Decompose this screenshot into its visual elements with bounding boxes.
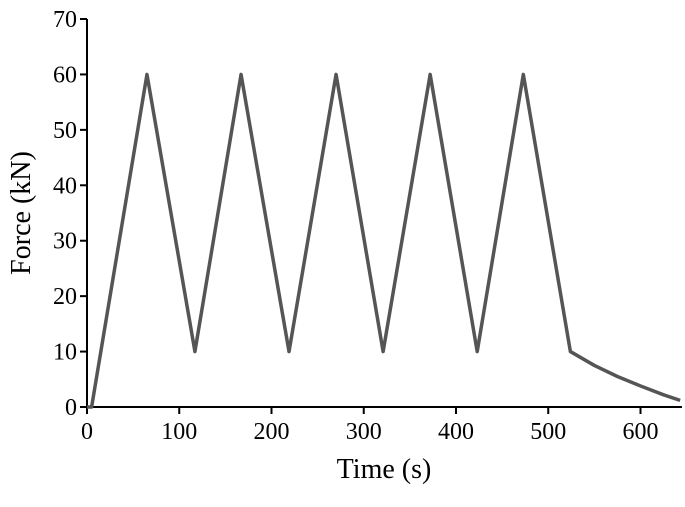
y-tick-label: 50 — [53, 118, 77, 144]
x-tick-label: 200 — [253, 419, 289, 445]
y-tick-label: 20 — [53, 284, 77, 310]
y-tick-label: 0 — [65, 395, 77, 421]
x-tick-label: 100 — [161, 419, 197, 445]
x-tick-label: 0 — [81, 419, 93, 445]
y-tick-label: 60 — [53, 62, 77, 88]
data-line — [87, 72, 681, 409]
x-tick-label: 600 — [622, 419, 658, 445]
y-tick-label: 70 — [53, 7, 77, 33]
y-tick-label: 30 — [53, 229, 77, 255]
x-tick-label: 400 — [438, 419, 474, 445]
y-axis-title: Force (kN) — [6, 151, 37, 275]
x-tick-label: 300 — [346, 419, 382, 445]
y-tick-label: 40 — [53, 173, 77, 199]
x-axis-title: Time (s) — [337, 454, 432, 485]
y-tick-label: 10 — [53, 340, 77, 366]
x-tick-label: 500 — [530, 419, 566, 445]
